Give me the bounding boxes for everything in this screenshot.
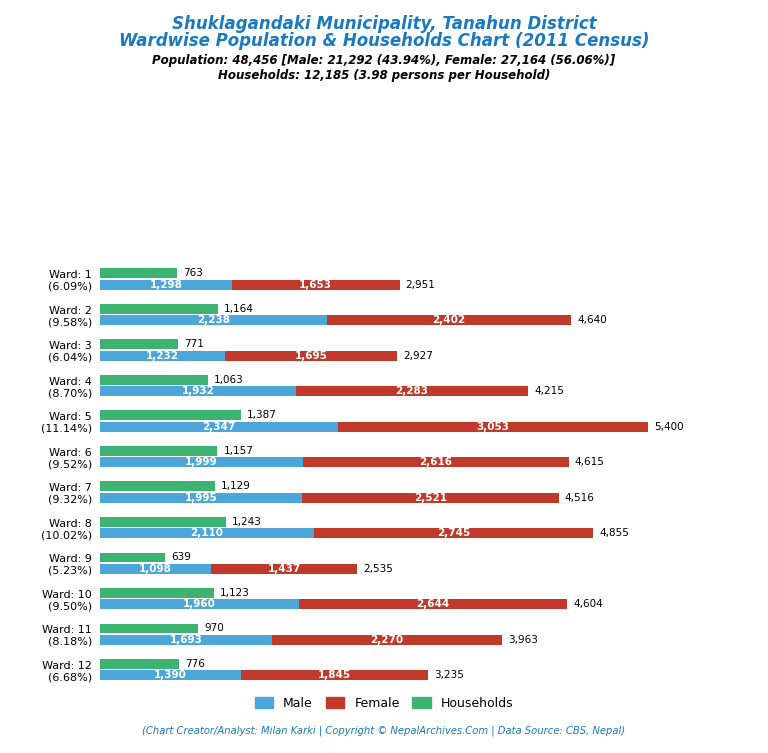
Bar: [100, 588, 214, 598]
Bar: [100, 304, 218, 314]
Text: 2,521: 2,521: [414, 492, 447, 503]
Bar: [303, 457, 568, 468]
Text: 4,615: 4,615: [574, 457, 604, 468]
Bar: [296, 386, 528, 396]
Text: 1,693: 1,693: [170, 635, 202, 645]
Text: 1,653: 1,653: [299, 280, 332, 290]
Bar: [100, 351, 225, 361]
Text: 1,063: 1,063: [214, 375, 243, 385]
Bar: [100, 422, 338, 431]
Bar: [100, 269, 177, 279]
Text: 2,951: 2,951: [406, 280, 435, 290]
Text: 1,390: 1,390: [154, 670, 187, 681]
Text: (Chart Creator/Analyst: Milan Karki | Copyright © NepalArchives.Com | Data Sourc: (Chart Creator/Analyst: Milan Karki | Co…: [142, 726, 626, 736]
Text: 2,270: 2,270: [370, 635, 404, 645]
Text: 4,855: 4,855: [599, 529, 629, 538]
Bar: [272, 635, 502, 645]
Legend: Male, Female, Households: Male, Female, Households: [250, 692, 518, 715]
Text: 970: 970: [204, 623, 224, 633]
Text: 2,644: 2,644: [416, 599, 450, 609]
Bar: [338, 422, 648, 431]
Text: 1,243: 1,243: [232, 517, 262, 527]
Text: 1,995: 1,995: [185, 492, 217, 503]
Text: 2,347: 2,347: [203, 422, 236, 431]
Bar: [314, 529, 593, 538]
Text: 3,963: 3,963: [508, 635, 538, 645]
Text: 1,437: 1,437: [268, 564, 301, 574]
Text: 3,235: 3,235: [435, 670, 465, 681]
Bar: [100, 517, 226, 527]
Text: 1,387: 1,387: [247, 410, 276, 420]
Bar: [100, 410, 240, 420]
Text: 1,298: 1,298: [149, 280, 182, 290]
Text: 5,400: 5,400: [654, 422, 684, 431]
Bar: [100, 280, 232, 290]
Text: 4,215: 4,215: [534, 386, 564, 396]
Text: 2,283: 2,283: [396, 386, 429, 396]
Bar: [100, 375, 208, 385]
Text: 1,123: 1,123: [220, 588, 250, 598]
Bar: [100, 564, 211, 574]
Text: 2,535: 2,535: [363, 564, 393, 574]
Text: 776: 776: [185, 659, 204, 669]
Bar: [100, 623, 198, 633]
Text: Population: 48,456 [Male: 21,292 (43.94%), Female: 27,164 (56.06%)]: Population: 48,456 [Male: 21,292 (43.94%…: [152, 54, 616, 67]
Text: 2,745: 2,745: [437, 529, 470, 538]
Text: 1,232: 1,232: [146, 351, 179, 361]
Text: Shuklagandaki Municipality, Tanahun District: Shuklagandaki Municipality, Tanahun Dist…: [171, 15, 597, 33]
Text: 1,960: 1,960: [183, 599, 216, 609]
Text: 2,927: 2,927: [403, 351, 433, 361]
Bar: [100, 493, 303, 503]
Bar: [100, 340, 178, 349]
Bar: [299, 599, 568, 609]
Text: 639: 639: [170, 553, 190, 562]
Text: 2,402: 2,402: [432, 316, 465, 325]
Bar: [100, 446, 217, 456]
Text: 763: 763: [184, 268, 204, 279]
Bar: [241, 670, 429, 680]
Bar: [100, 481, 214, 492]
Text: 1,932: 1,932: [181, 386, 214, 396]
Text: 2,616: 2,616: [419, 457, 452, 468]
Text: 1,157: 1,157: [223, 446, 253, 456]
Text: 2,110: 2,110: [190, 529, 223, 538]
Bar: [225, 351, 397, 361]
Text: 1,098: 1,098: [139, 564, 172, 574]
Bar: [303, 493, 558, 503]
Bar: [327, 316, 571, 325]
Text: 1,695: 1,695: [295, 351, 327, 361]
Bar: [211, 564, 357, 574]
Bar: [100, 529, 314, 538]
Bar: [100, 457, 303, 468]
Text: 4,516: 4,516: [564, 492, 594, 503]
Text: 4,604: 4,604: [574, 599, 604, 609]
Text: 3,053: 3,053: [477, 422, 510, 431]
Text: 2,238: 2,238: [197, 316, 230, 325]
Text: Households: 12,185 (3.98 persons per Household): Households: 12,185 (3.98 persons per Hou…: [218, 69, 550, 82]
Bar: [100, 553, 165, 562]
Text: 1,845: 1,845: [318, 670, 351, 681]
Text: 1,999: 1,999: [185, 457, 217, 468]
Bar: [100, 670, 241, 680]
Bar: [100, 599, 299, 609]
Text: 771: 771: [184, 340, 204, 349]
Bar: [100, 316, 327, 325]
Bar: [100, 635, 272, 645]
Bar: [232, 280, 399, 290]
Text: Wardwise Population & Households Chart (2011 Census): Wardwise Population & Households Chart (…: [119, 32, 649, 50]
Text: 1,129: 1,129: [220, 481, 250, 492]
Bar: [100, 659, 179, 669]
Text: 4,640: 4,640: [578, 316, 607, 325]
Bar: [100, 386, 296, 396]
Text: 1,164: 1,164: [224, 304, 254, 314]
